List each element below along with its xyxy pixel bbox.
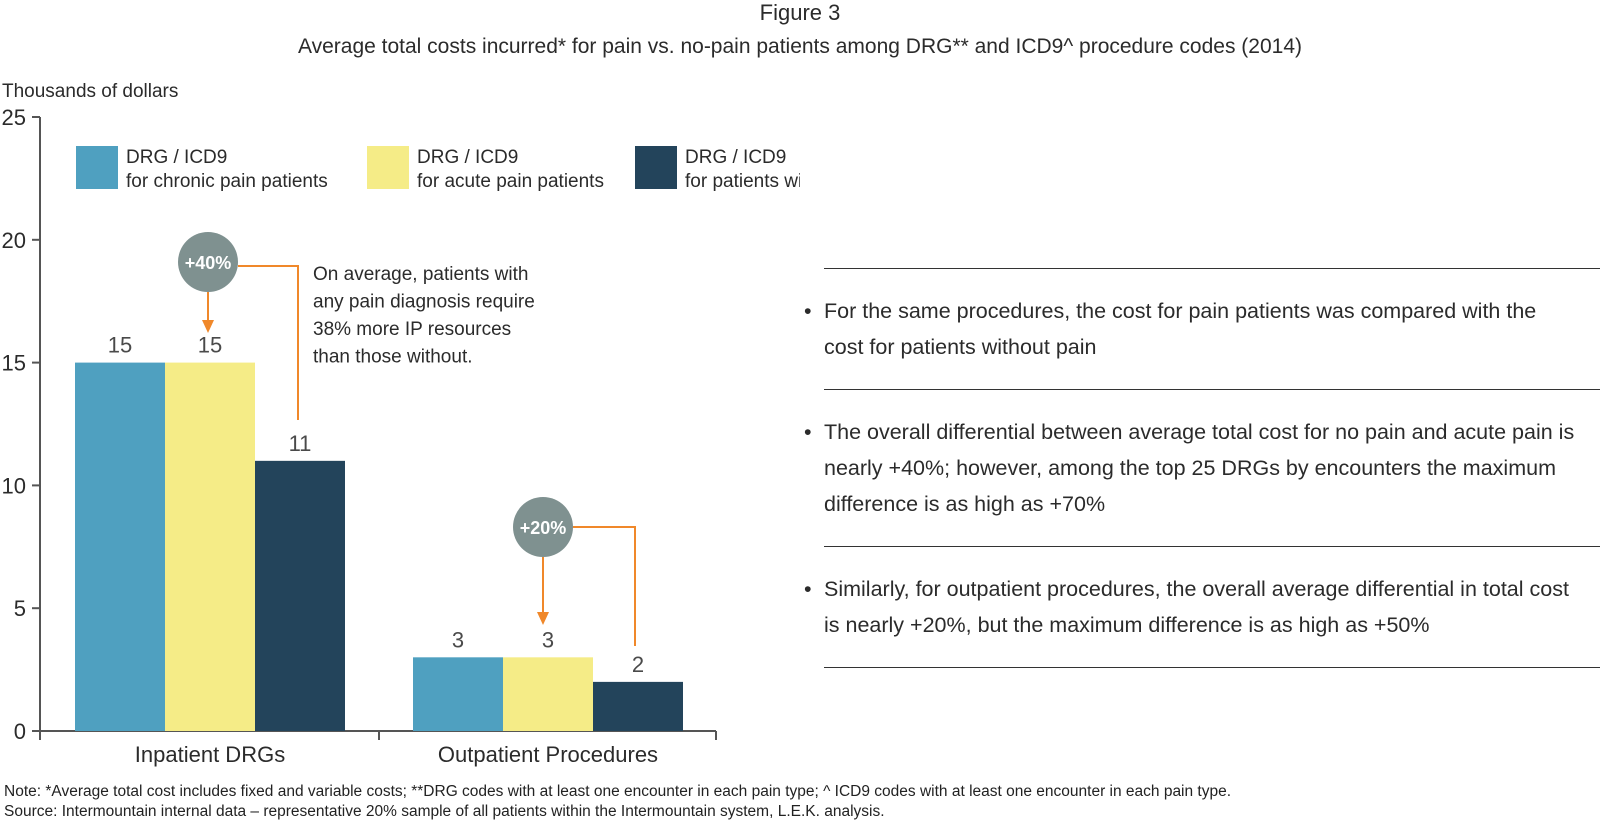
bullet-icon: • (804, 577, 812, 601)
bullet-icon: • (804, 299, 812, 323)
legend-swatch (367, 146, 409, 189)
bar (593, 681, 683, 731)
callout-text: than those without. (313, 347, 473, 368)
bar-value-label: 15 (108, 333, 132, 358)
bar-value-label: 3 (542, 627, 554, 652)
y-tick-label: 20 (2, 228, 26, 253)
arrow-head-icon (202, 320, 214, 333)
bar-value-label: 11 (289, 431, 312, 456)
divider-rule (824, 268, 1600, 269)
legend-label: for acute pain patients (417, 171, 604, 192)
finding-text: For the same procedures, the cost for pa… (824, 299, 1537, 359)
finding-text: The overall differential between average… (824, 420, 1575, 516)
legend-label: DRG / ICD9 (685, 147, 786, 168)
figure-title: Average total costs incurred* for pain v… (297, 35, 1302, 58)
legend-swatch (635, 146, 677, 189)
bar (413, 657, 503, 731)
x-tick-label: Outpatient Procedures (438, 742, 658, 767)
y-tick-label: 10 (2, 473, 26, 498)
legend-label: DRG / ICD9 (126, 147, 227, 168)
bar (255, 460, 345, 731)
legend-label: DRG / ICD9 (417, 147, 518, 168)
callout-text: 38% more IP resources (313, 319, 511, 340)
divider-rule (824, 389, 1600, 390)
percent-badge (178, 232, 238, 292)
bar (503, 657, 593, 731)
finding-item: • For the same procedures, the cost for … (804, 269, 1600, 389)
callout-text: On average, patients with (313, 264, 528, 285)
bar-value-label: 2 (632, 652, 644, 677)
callout-connector (238, 265, 299, 420)
bar (165, 362, 255, 731)
bar-value-label: 3 (452, 627, 464, 652)
legend-swatch (76, 146, 118, 189)
arrow-head-icon (537, 612, 549, 625)
divider-rule (824, 546, 1600, 547)
source-text: Source: Intermountain internal data – re… (4, 803, 885, 820)
percent-badge-label: +40% (185, 253, 232, 273)
y-tick-label: 25 (2, 105, 26, 130)
findings-list: • For the same procedures, the cost for … (804, 268, 1600, 668)
legend-label: for chronic pain patients (126, 171, 328, 192)
note-text: Note: *Average total cost includes fixed… (4, 783, 1232, 800)
divider-rule (824, 667, 1600, 668)
finding-text: Similarly, for outpatient procedures, th… (824, 577, 1569, 637)
y-tick-label: 0 (14, 719, 26, 744)
bar-value-label: 15 (198, 333, 222, 358)
y-tick-label: 15 (2, 351, 26, 376)
percent-badge-label: +20% (520, 518, 567, 538)
footnotes: Note: *Average total cost includes fixed… (4, 782, 1594, 822)
legend-label: for patients without pain (685, 171, 800, 192)
x-tick-label: Inpatient DRGs (135, 742, 285, 767)
callout-text: any pain diagnosis require (313, 292, 535, 313)
callout-connector (573, 526, 636, 646)
bar-chart: Thousands of dollars 0 5 10 15 20 25 15 15 11 3 3 2 I… (2, 81, 800, 767)
finding-item: • The overall differential between avera… (804, 390, 1600, 546)
finding-item: • Similarly, for outpatient procedures, … (804, 547, 1600, 667)
bar (75, 362, 165, 731)
y-axis-title: Thousands of dollars (2, 81, 178, 102)
y-tick-label: 5 (14, 596, 26, 621)
figure-label: Figure 3 (759, 0, 841, 25)
percent-badge (513, 497, 573, 557)
bullet-icon: • (804, 420, 812, 444)
